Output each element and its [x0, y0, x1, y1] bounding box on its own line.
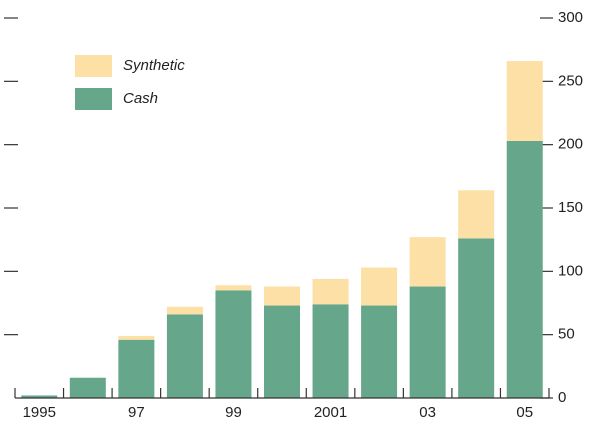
bar-segment	[409, 286, 446, 398]
bar-segment	[361, 267, 398, 306]
legend-swatch	[75, 88, 112, 110]
x-tick-label: 05	[516, 404, 533, 421]
bar-segment	[215, 290, 252, 398]
bar-segment	[361, 305, 398, 398]
y-tick-label: 150	[558, 199, 583, 216]
y-tick-label: 100	[558, 262, 583, 279]
legend-swatch	[75, 55, 112, 77]
x-tick-label: 03	[419, 404, 436, 421]
bar-segment	[506, 140, 543, 398]
y-tick-label: 50	[558, 326, 575, 343]
bar-segment	[264, 305, 300, 398]
x-tick-label: 99	[225, 404, 242, 421]
y-tick-label: 300	[558, 9, 583, 26]
bar-segment	[118, 335, 155, 340]
bar-segment	[312, 304, 349, 398]
bar-segment	[69, 377, 106, 398]
bar-segment	[118, 339, 155, 398]
legend-label: Synthetic	[123, 57, 185, 74]
bar-segment	[21, 395, 58, 398]
legend-label: Cash	[123, 90, 158, 107]
y-tick-label: 200	[558, 136, 583, 153]
bar-segment	[458, 238, 495, 398]
bar-segment	[215, 285, 252, 291]
bar-segment	[312, 278, 349, 305]
bar-segment	[166, 306, 203, 315]
bar-segment	[264, 286, 300, 306]
x-tick-label: 97	[128, 404, 145, 421]
x-tick-label: 2001	[314, 404, 347, 421]
bar-segment	[409, 237, 446, 287]
y-tick-label: 0	[558, 389, 566, 406]
bar-segment	[506, 61, 543, 141]
x-tick-label: 1995	[23, 404, 56, 421]
bar-segment	[166, 314, 203, 398]
bar-segment	[458, 190, 495, 239]
y-tick-label: 250	[558, 72, 583, 89]
